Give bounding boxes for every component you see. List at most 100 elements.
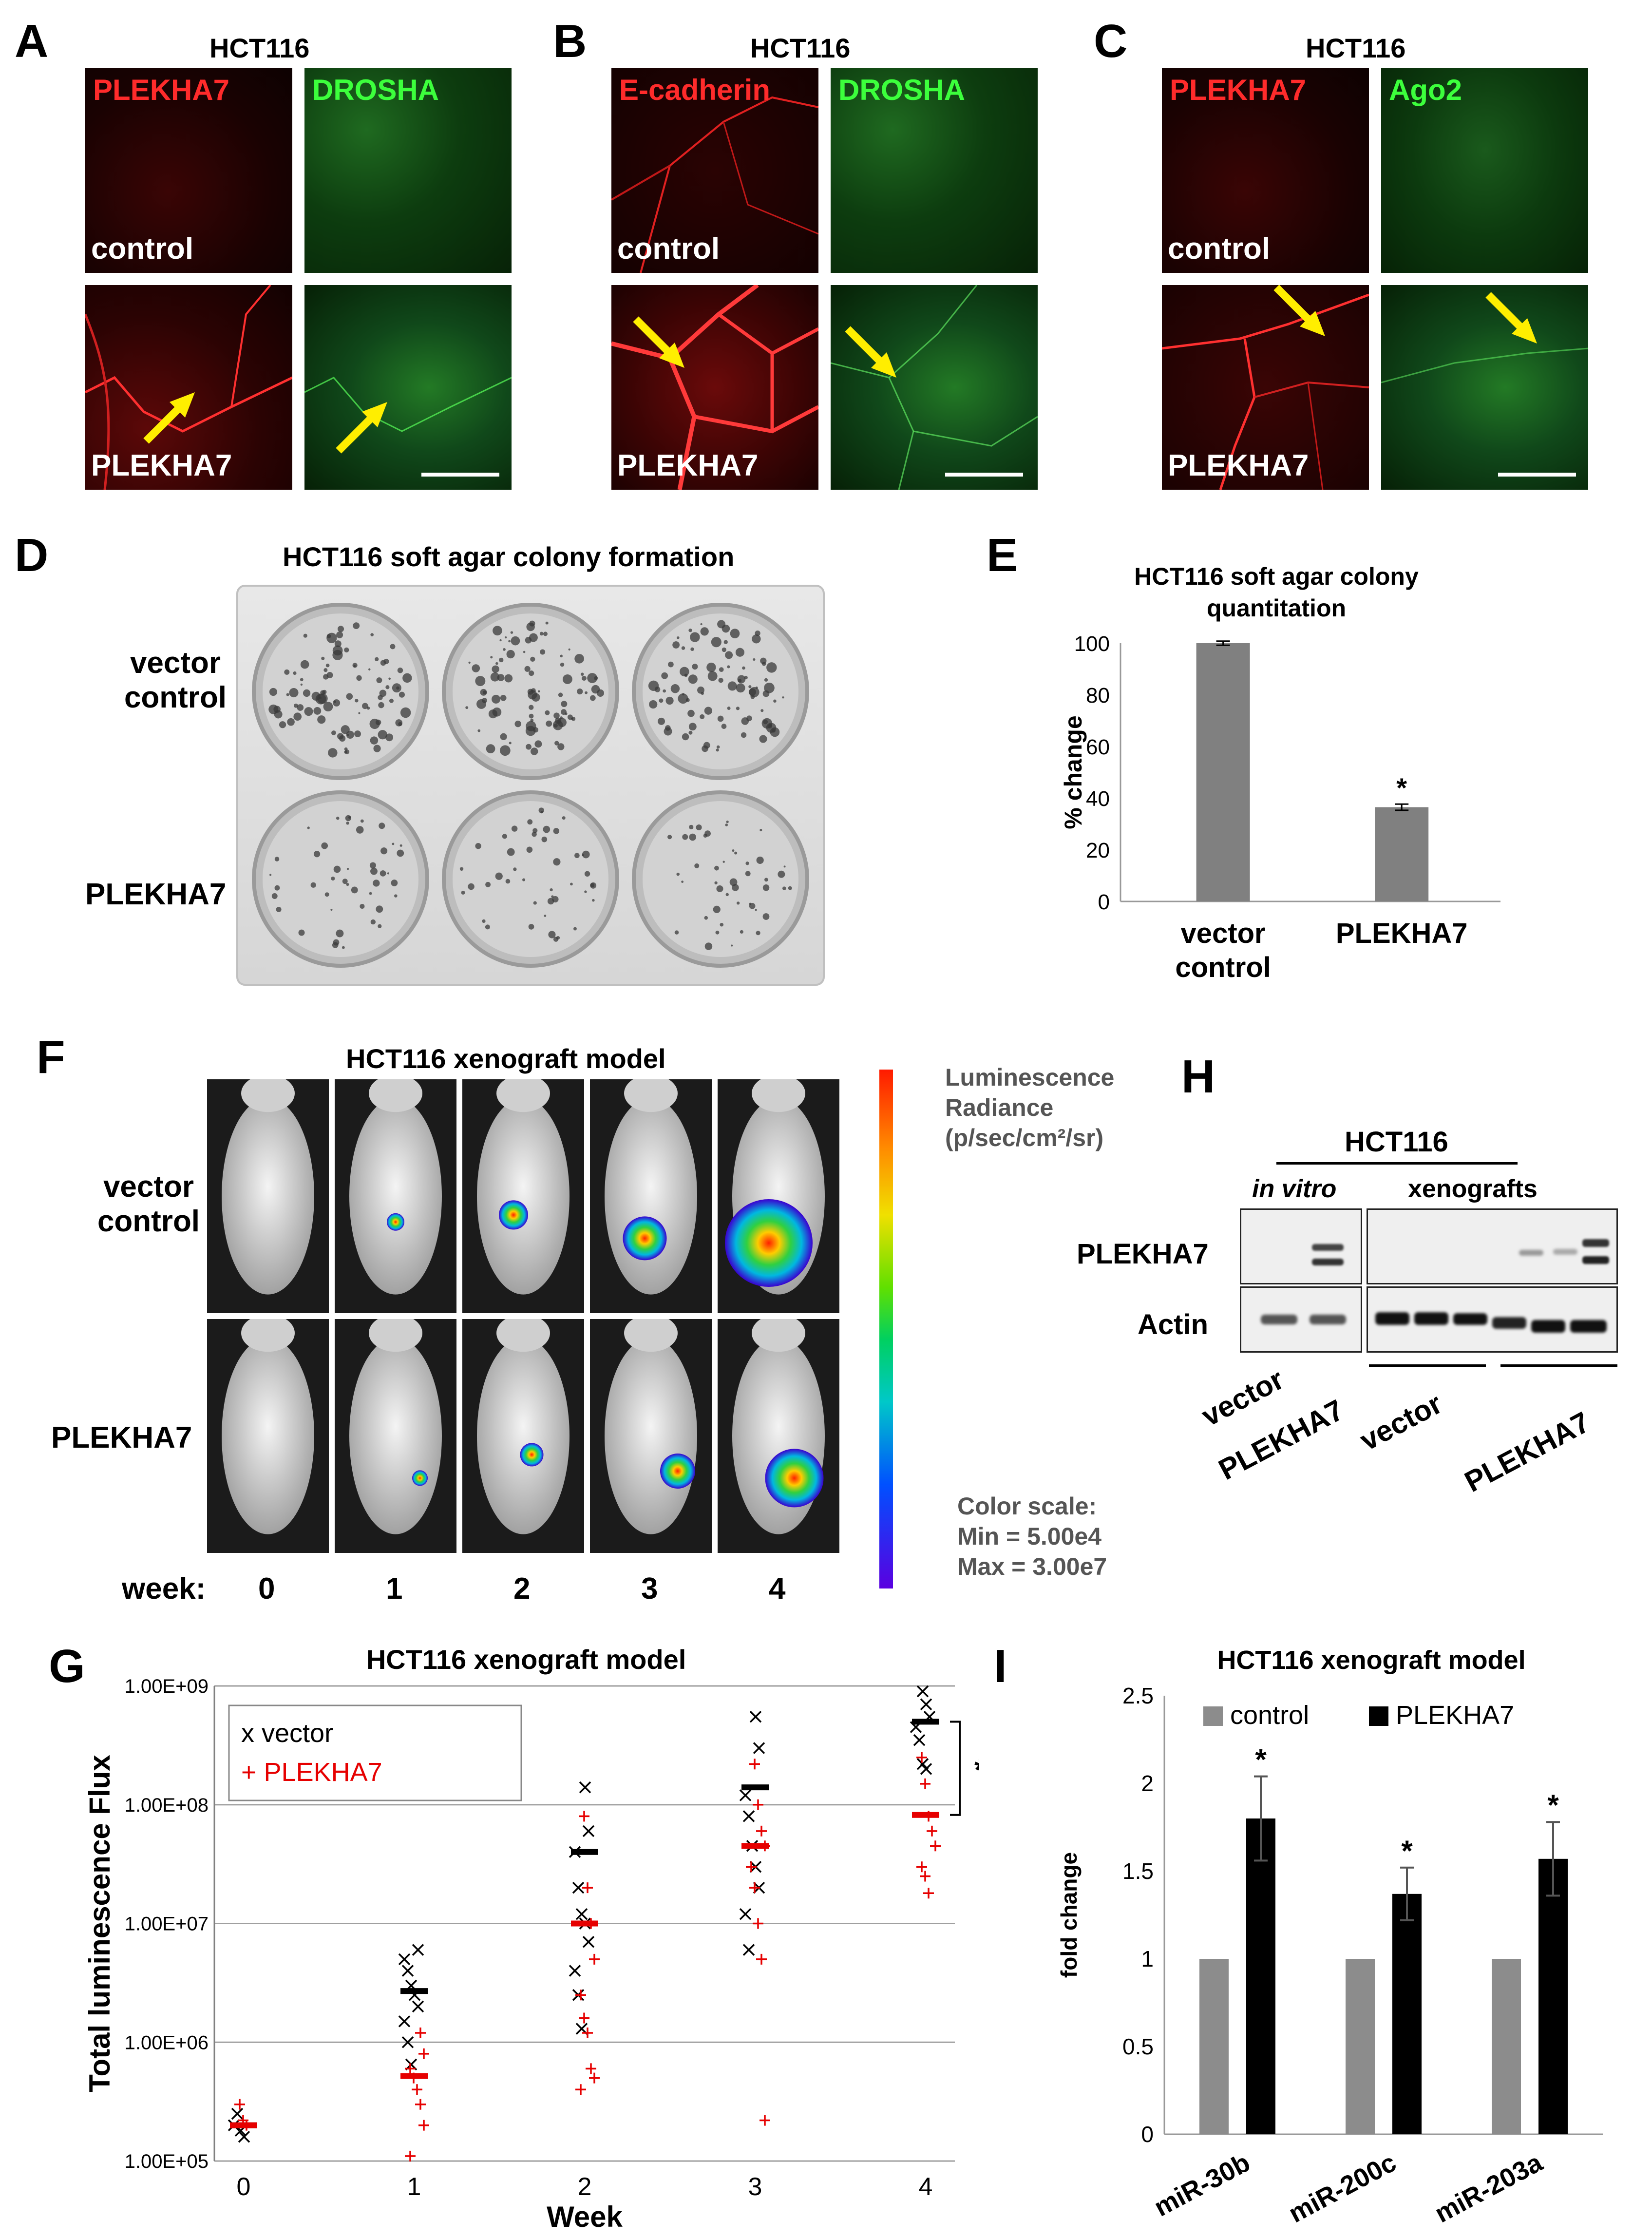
colony bbox=[379, 689, 387, 697]
row-label-line: vector bbox=[130, 646, 221, 680]
lane-label-vector-xeno: vector bbox=[1354, 1387, 1447, 1457]
week-tick: 3 bbox=[641, 1572, 658, 1606]
chart-title: HCT116 xenograft model bbox=[1217, 1646, 1525, 1675]
colony bbox=[760, 709, 764, 712]
arrow-icon bbox=[1273, 285, 1325, 336]
colony bbox=[287, 718, 295, 726]
well-agar bbox=[263, 801, 418, 957]
colony bbox=[736, 707, 740, 710]
y-tick-label: 20 bbox=[1086, 839, 1110, 862]
colony bbox=[659, 698, 664, 703]
band bbox=[1582, 1256, 1609, 1264]
colony bbox=[342, 946, 345, 949]
colony bbox=[714, 881, 718, 885]
x-category-label: miR-200c bbox=[1284, 2148, 1401, 2229]
colony bbox=[707, 671, 718, 681]
data-point bbox=[930, 1840, 941, 1852]
data-point bbox=[753, 1799, 763, 1810]
y-tick-label: 2.5 bbox=[1122, 1683, 1154, 1708]
colony bbox=[332, 942, 339, 948]
colony bbox=[274, 885, 280, 891]
band bbox=[1312, 1244, 1344, 1251]
colony bbox=[352, 663, 358, 668]
colony bbox=[696, 824, 702, 831]
colony bbox=[585, 691, 588, 694]
colony bbox=[682, 834, 688, 840]
x-category-label: vector bbox=[1181, 918, 1266, 949]
colony bbox=[373, 745, 381, 752]
colony bbox=[530, 718, 534, 722]
condition-label: control bbox=[91, 232, 194, 266]
colony bbox=[526, 622, 535, 632]
colony bbox=[279, 721, 286, 728]
colony bbox=[574, 853, 580, 859]
colony bbox=[561, 701, 568, 708]
data-point bbox=[418, 2120, 429, 2131]
condition-label: PLEKHA7 bbox=[91, 449, 232, 482]
x-tick-label: 3 bbox=[748, 2173, 762, 2201]
bar bbox=[1375, 807, 1429, 901]
colony bbox=[370, 633, 374, 636]
colony bbox=[500, 733, 507, 740]
colony bbox=[668, 661, 674, 668]
colony bbox=[682, 693, 684, 696]
colony bbox=[560, 662, 565, 667]
data-point bbox=[589, 1953, 600, 1965]
colony bbox=[565, 712, 568, 715]
legend-line: (p/sec/cm²/sr) bbox=[945, 1124, 1104, 1151]
colony bbox=[580, 672, 584, 676]
colony bbox=[553, 723, 558, 728]
mouse-image-r2-w1 bbox=[335, 1319, 456, 1553]
colony bbox=[594, 676, 598, 680]
colony bbox=[562, 674, 572, 684]
colony bbox=[323, 668, 328, 672]
colony bbox=[759, 735, 767, 743]
band bbox=[1261, 1315, 1297, 1324]
panel-c-red-control: PLEKHA7 control bbox=[1162, 68, 1369, 273]
mouse-head bbox=[369, 1319, 422, 1352]
blot-row-actin: Actin bbox=[1138, 1309, 1208, 1340]
colony bbox=[398, 722, 402, 727]
colony bbox=[334, 640, 342, 648]
colony bbox=[554, 741, 559, 746]
x-category-label: PLEKHA7 bbox=[1336, 918, 1468, 949]
colony bbox=[755, 909, 757, 911]
week-ticks: 0 1 2 3 4 bbox=[207, 1571, 840, 1610]
chart-g: HCT116 xenograft model 1.00E+05 1.00E+06 1.… bbox=[83, 1644, 979, 2232]
colony bbox=[380, 847, 388, 855]
lane-label-plekha7-xeno: PLEKHA7 bbox=[1459, 1405, 1595, 1499]
colony bbox=[531, 688, 536, 693]
lane-label-vector: vector bbox=[1196, 1362, 1289, 1433]
colony bbox=[511, 636, 520, 646]
data-point bbox=[569, 1965, 581, 1977]
condition-label: PLEKHA7 bbox=[617, 449, 759, 482]
colony bbox=[532, 693, 540, 702]
colony bbox=[714, 865, 719, 871]
luminescence-signal bbox=[765, 1449, 824, 1508]
data-point bbox=[234, 2099, 245, 2110]
legend-entry: control bbox=[1230, 1701, 1309, 1730]
y-tick-label: 1 bbox=[1141, 1946, 1154, 1971]
colony bbox=[399, 844, 402, 847]
colony bbox=[721, 724, 727, 729]
colony bbox=[722, 624, 730, 633]
mouse-head bbox=[624, 1079, 678, 1112]
arrow-icon bbox=[845, 326, 896, 378]
data-point bbox=[579, 2012, 589, 2024]
colony bbox=[717, 715, 724, 722]
x-tick-label: 4 bbox=[919, 2173, 933, 2201]
colony bbox=[369, 862, 376, 869]
data-point bbox=[746, 1861, 757, 1873]
colony bbox=[373, 880, 380, 887]
legend-line: Radiance bbox=[945, 1094, 1054, 1121]
colony bbox=[342, 879, 348, 884]
colony bbox=[310, 882, 316, 888]
colony bbox=[538, 690, 540, 693]
scale-bar bbox=[1498, 473, 1576, 477]
mouse-head bbox=[369, 1079, 422, 1112]
mouse-images bbox=[207, 1079, 840, 1567]
colony bbox=[690, 632, 700, 642]
x-tick-label: 2 bbox=[578, 2173, 592, 2201]
colony bbox=[704, 916, 708, 920]
significance-mark: * bbox=[1547, 1789, 1559, 1821]
